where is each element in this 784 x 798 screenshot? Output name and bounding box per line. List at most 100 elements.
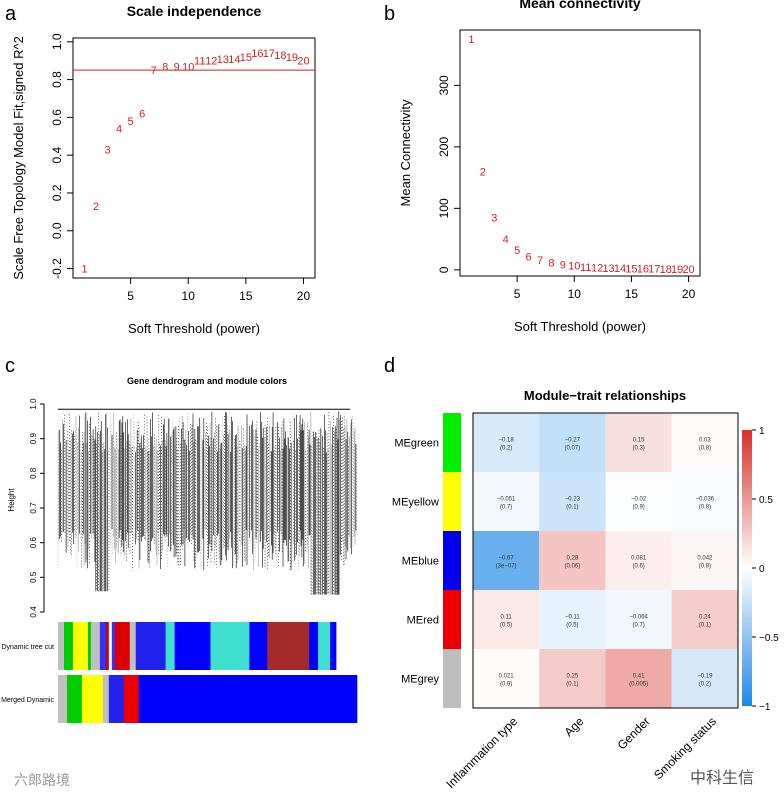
data-point-label: 12 bbox=[591, 262, 603, 274]
data-point-label: 7 bbox=[537, 255, 543, 267]
heatmap-cell bbox=[671, 590, 738, 649]
data-point-label: 13 bbox=[602, 263, 614, 275]
module-color-segment bbox=[165, 622, 175, 670]
data-point-label: 20 bbox=[297, 56, 309, 68]
module-color-segment bbox=[267, 622, 310, 670]
cell-pvalue: (0.1) bbox=[699, 623, 711, 629]
colorbar bbox=[742, 430, 752, 706]
cell-correlation: 0.11 bbox=[501, 615, 513, 621]
y-tick-label: -0.2 bbox=[50, 258, 64, 279]
chart-title: Gene dendrogram and module colors bbox=[127, 376, 287, 386]
heatmap-cell bbox=[473, 472, 540, 531]
data-point-label: 14 bbox=[614, 263, 626, 275]
data-point-label: 18 bbox=[660, 264, 672, 276]
panel-letter-b: b bbox=[384, 3, 395, 25]
heatmap-cell bbox=[605, 413, 672, 472]
cell-pvalue: (0.5) bbox=[500, 623, 512, 629]
cell-correlation: 0.25 bbox=[567, 674, 579, 680]
data-point-label: 13 bbox=[217, 54, 229, 66]
cell-pvalue: (0.8) bbox=[699, 564, 711, 570]
plot-frame bbox=[459, 29, 701, 277]
watermark-right: 中科生信 bbox=[690, 770, 755, 787]
data-point-label: 16 bbox=[637, 264, 649, 276]
data-point-label: 11 bbox=[580, 262, 591, 274]
y-axis-label: Scale Free Topology Model Fit,signed R^2 bbox=[11, 36, 26, 280]
module-color-segment bbox=[249, 622, 268, 670]
data-point-label: 20 bbox=[682, 264, 694, 276]
data-point-label: 5 bbox=[514, 245, 520, 257]
y-tick-label: 300 bbox=[437, 75, 451, 95]
y-tick-label: 100 bbox=[437, 198, 451, 218]
cell-pvalue: (3e−07) bbox=[496, 564, 517, 570]
cell-pvalue: (0.9) bbox=[500, 682, 512, 688]
module-color-segment bbox=[174, 622, 211, 670]
data-point-label: 11 bbox=[194, 56, 205, 68]
data-point-label: 6 bbox=[139, 109, 145, 121]
y-tick-label: 0.4 bbox=[29, 606, 38, 618]
colorbar-tick-label: 0.5 bbox=[759, 495, 773, 506]
cell-pvalue: (0.005) bbox=[629, 682, 648, 688]
heatmap-cell bbox=[605, 590, 672, 649]
x-tick-label: 15 bbox=[625, 287, 639, 301]
y-tick-label: 1.0 bbox=[29, 398, 38, 410]
row-label: MEgrey bbox=[401, 674, 439, 686]
data-point-label: 12 bbox=[205, 56, 217, 68]
module-color-segment bbox=[99, 622, 107, 670]
colorbar-tick-label: 0 bbox=[759, 564, 765, 575]
cell-correlation: 0.021 bbox=[499, 674, 515, 680]
module-color-segment bbox=[66, 675, 83, 723]
module-color-swatch bbox=[443, 413, 461, 472]
cell-correlation: 0.24 bbox=[699, 615, 711, 621]
data-point-label: 16 bbox=[251, 48, 263, 60]
heatmap-cell bbox=[473, 413, 540, 472]
row-label: MEyellow bbox=[392, 497, 439, 509]
heatmap-cell bbox=[539, 472, 606, 531]
chart-title: Module−trait relationships bbox=[524, 388, 686, 403]
colorbar-tick-label: −0.5 bbox=[759, 633, 779, 644]
cell-correlation: −0.036 bbox=[696, 497, 715, 503]
module-color-segment bbox=[58, 675, 68, 723]
y-tick-label: 0.2 bbox=[50, 184, 64, 201]
heatmap-cell bbox=[671, 649, 738, 708]
heatmap-cell bbox=[539, 531, 606, 590]
data-point-label: 7 bbox=[151, 65, 157, 77]
cell-correlation: 0.15 bbox=[633, 438, 645, 444]
cell-pvalue: (0.7) bbox=[500, 505, 512, 511]
data-point-label: 9 bbox=[174, 61, 180, 73]
cell-correlation: −0.064 bbox=[629, 615, 648, 621]
module-color-segment bbox=[58, 622, 65, 670]
cell-correlation: −0.19 bbox=[697, 674, 713, 680]
data-point-label: 6 bbox=[526, 251, 532, 263]
module-color-segment bbox=[72, 622, 89, 670]
x-tick-label: 15 bbox=[239, 289, 253, 303]
module-color-segment bbox=[129, 622, 137, 670]
heatmap-cell bbox=[473, 649, 540, 708]
module-color-swatch bbox=[443, 472, 461, 531]
cell-pvalue: (0.1) bbox=[566, 505, 578, 511]
cell-pvalue: (0.7) bbox=[632, 623, 644, 629]
module-color-swatch bbox=[443, 649, 461, 708]
colorbar-tick-label: 1 bbox=[759, 426, 765, 437]
cell-correlation: −0.23 bbox=[565, 497, 581, 503]
cell-pvalue: (0.2) bbox=[500, 446, 512, 452]
cell-pvalue: (0.9) bbox=[632, 505, 644, 511]
data-point-label: 1 bbox=[81, 264, 87, 276]
module-color-segment bbox=[309, 622, 319, 670]
module-color-segment bbox=[210, 622, 250, 670]
x-tick-label: 5 bbox=[514, 287, 521, 301]
data-point-label: 10 bbox=[568, 261, 580, 273]
row-label: MEblue bbox=[402, 556, 439, 568]
data-point-label: 19 bbox=[286, 52, 298, 64]
module-color-segment bbox=[114, 622, 131, 670]
module-color-segment bbox=[105, 622, 110, 670]
cell-pvalue: (0.8) bbox=[699, 446, 711, 452]
module-color-segment bbox=[318, 622, 331, 670]
heatmap-cell bbox=[605, 531, 672, 590]
panel-letter-c: c bbox=[5, 355, 15, 377]
x-tick-label: 10 bbox=[568, 287, 582, 301]
row-label: MEred bbox=[407, 615, 439, 627]
cell-correlation: −0.051 bbox=[497, 497, 516, 503]
x-tick-label: 20 bbox=[297, 289, 311, 303]
y-tick-label: 0.6 bbox=[50, 109, 64, 126]
